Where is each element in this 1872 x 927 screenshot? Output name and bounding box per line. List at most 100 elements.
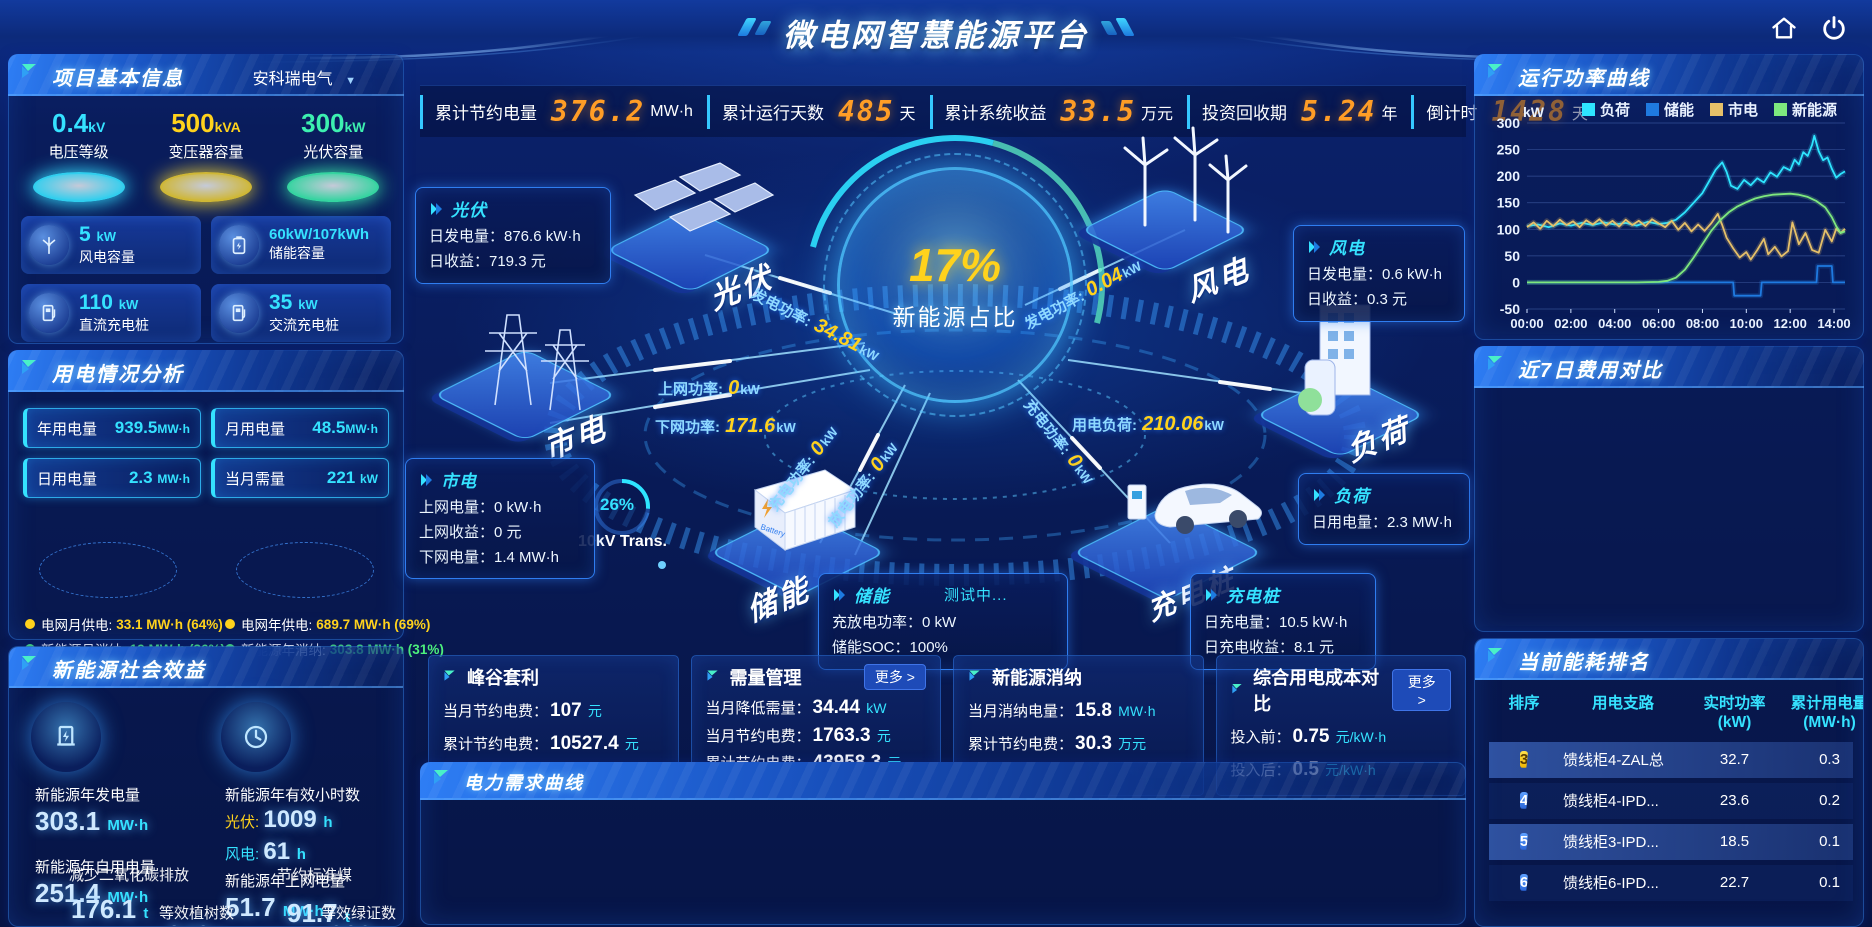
test-status-badge: 测试中...: [944, 587, 1008, 604]
panel-corner-icon: [1488, 648, 1502, 662]
kpi-payback-period: 投资回收期 5.24 年: [1187, 94, 1411, 129]
legend-grid-year: 电网年供电: 689.7 MW·h (69%): [225, 614, 444, 634]
kpi-value: 376.2: [551, 95, 646, 128]
benefit-coal-label: 节约标准煤: [277, 867, 353, 884]
generation-icon: [31, 702, 101, 772]
project-capacity-cards: 5 kW 风电容量 60kW/107kWh 储能容量 110 kW 直流充电桩 …: [9, 202, 403, 342]
benefit-co2-value: 176.1 t: [71, 894, 149, 924]
panel-corner-icon: [22, 656, 36, 670]
usage-donuts: [9, 516, 403, 608]
stat-month-usage: 月用电量 48.5MW·h: [211, 408, 389, 448]
svg-text:新能源: 新能源: [1792, 101, 1837, 119]
cost-more-button[interactable]: 更多 >: [1392, 669, 1451, 711]
svg-text:50: 50: [1504, 248, 1520, 264]
panel-run-power-header: 运行功率曲线: [1474, 54, 1864, 96]
kpi-unit: 万元: [1140, 105, 1173, 123]
flow-grid-export: 上网功率: 0kW: [658, 377, 760, 399]
rank-badge: 6: [1519, 873, 1529, 891]
panel-run-power: 运行功率曲线 -50 0 50 100 150 200 250 300 00:00 02:00 04…: [1474, 54, 1864, 340]
kpi-label: 累计节约电量: [435, 104, 537, 123]
panel-ranking-header: 当前能耗排名: [1475, 639, 1863, 680]
svg-text:150: 150: [1497, 195, 1521, 211]
panel-energy-ranking: 当前能耗排名 排序 用电支路 实时功率 (kW) 累计用电量 (MW·h) 3 …: [1474, 638, 1864, 927]
pedestal-voltage: 0.4kV 电压等级: [20, 108, 138, 202]
panel-title: 项目基本信息: [52, 68, 184, 90]
panel-title: 近7日费用对比: [1518, 360, 1664, 382]
panel-cost7-header: 近7日费用对比: [1474, 346, 1864, 388]
run-power-chart: -50 0 50 100 150 200 250 300 00:00 02:00 04:00 06:0…: [1483, 101, 1855, 338]
wind-info-card: 风电 日发电量：0.6 kW·h 日收益：0.3 元: [1293, 225, 1465, 322]
ranking-row[interactable]: 3 馈线柜4-ZAL总 32.7 0.3: [1489, 741, 1853, 778]
panel-corner-icon: [434, 770, 448, 784]
kpi-unit: 年: [1381, 105, 1398, 123]
panel-corner-icon: [22, 64, 36, 78]
panel-title: 当前能耗排名: [1518, 652, 1650, 674]
rank-badge: 3: [1519, 750, 1529, 768]
battery-container-icon: Battery: [753, 469, 857, 552]
hours-clock-icon: [221, 702, 291, 772]
project-pedestals: 0.4kV 电压等级 500kVA 变压器容量 300kW 光伏容量: [9, 96, 403, 202]
demand-more-button[interactable]: 更多 >: [863, 664, 926, 690]
svg-text:00:00: 00:00: [1510, 316, 1543, 331]
stat-month-demand: 当月需量 221 kW: [211, 458, 389, 498]
benefit-self-value: 251.4 MW·h: [35, 878, 149, 908]
charger-info-card: 充电桩 日充电量：10.5 kW·h 日充电收益：8.1 元: [1190, 573, 1376, 670]
svg-text:300: 300: [1497, 115, 1521, 131]
dc-charger-icon: [29, 293, 69, 333]
transformer-load-pct: 26%: [600, 495, 635, 514]
chevron-right-icon: [1206, 588, 1217, 601]
flow-grid-import: 下网功率: 171.6kW: [655, 415, 796, 437]
card-storage-capacity: 60kW/107kWh 储能容量: [211, 216, 391, 274]
storage-info-card: 储能 测试中... 充放电功率：0 kW 储能SOC：100%: [818, 573, 1068, 670]
benefit-grid-value: 51.7 MW·h: [225, 892, 324, 922]
kpi-label: 倒计时: [1426, 104, 1478, 123]
pedestal-disc: [287, 172, 380, 202]
kpi-run-days: 累计运行天数 485 天: [706, 94, 930, 129]
panel-title: 电力需求曲线: [464, 773, 584, 793]
kpi-label: 累计系统收益: [944, 104, 1047, 123]
benefits-body: 新能源年发电量 303.1 MW·h 新能源年有效小时数 光伏: 1009 h …: [9, 688, 403, 926]
panel-demand-curve: 电力需求曲线: [420, 762, 1466, 925]
col-branch: 用电支路: [1591, 695, 1654, 712]
top-bar: [0, 0, 1872, 52]
center-orb-dashed-ring: [823, 153, 1087, 417]
kpi-value: 485: [837, 95, 895, 128]
benefit-wind-hours: 风电: 61 h: [225, 838, 306, 865]
col-rank: 排序: [1508, 695, 1540, 712]
kpi-unit: 天: [899, 105, 916, 123]
company-dropdown[interactable]: 安科瑞电气 ▼: [253, 65, 356, 89]
benefit-cert-label: 等效绿证数: [321, 905, 397, 922]
svg-text:kW: kW: [1523, 104, 1545, 120]
panel-title: 运行功率曲线: [1518, 68, 1650, 90]
benefit-grid-label: 新能源年上网电量: [225, 873, 346, 890]
ranking-row[interactable]: 4 馈线柜4-IPD... 23.6 0.2: [1489, 782, 1853, 819]
benefit-gen-label: 新能源年发电量: [35, 787, 141, 804]
center-orb: 17% 新能源占比: [837, 167, 1073, 403]
svg-text:市电: 市电: [1728, 101, 1758, 119]
card-corner-icon: [1231, 684, 1242, 694]
renewable-share-label: 新能源占比: [892, 304, 1018, 330]
svg-text:250: 250: [1497, 142, 1521, 158]
kpi-system-income: 累计系统收益 33.5 万元: [929, 94, 1187, 129]
chevron-right-icon: [431, 202, 442, 215]
kpi-unit: MW·h: [650, 102, 693, 120]
svg-text:06:00: 06:00: [1642, 316, 1675, 331]
benefit-cert-value: 303张: [329, 920, 387, 926]
svg-text:100: 100: [1497, 221, 1521, 237]
ranking-row[interactable]: 5 馈线柜3-IPD... 18.5 0.1: [1489, 823, 1853, 860]
wind-turbine-icon: [29, 225, 69, 265]
pedestal-disc: [159, 172, 252, 202]
svg-text:02:00: 02:00: [1554, 316, 1587, 331]
col-energy: 累计用电量 (MW·h): [1790, 695, 1864, 732]
benefit-hours-label: 新能源年有效小时数: [225, 787, 361, 804]
kpi-label: 累计运行天数: [721, 104, 824, 123]
benefit-gen-value: 303.1 MW·h: [35, 806, 149, 836]
chevron-right-icon: [421, 473, 432, 486]
ranking-row[interactable]: 6 馈线柜6-IPD... 22.7 0.1: [1489, 864, 1853, 901]
home-icon[interactable]: [1770, 14, 1798, 42]
svg-text:08:00: 08:00: [1686, 316, 1719, 331]
power-icon[interactable]: [1820, 14, 1848, 42]
pedestal-transformer: 500kVA 变压器容量: [147, 108, 265, 202]
benefit-self-label: 新能源年自用电量: [35, 859, 156, 876]
